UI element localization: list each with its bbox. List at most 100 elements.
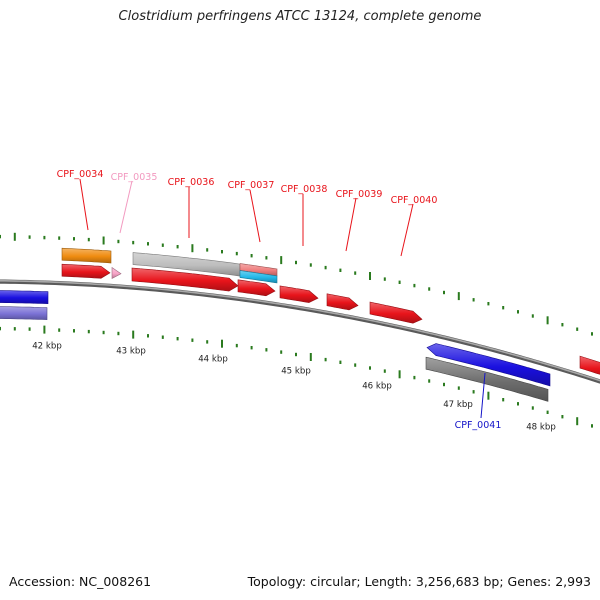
gene-CPF_0035 <box>111 266 122 279</box>
outer-minor-tick <box>176 245 179 249</box>
outer-minor-tick <box>161 243 164 247</box>
inner-minor-tick <box>161 335 164 339</box>
kbp-label: 42 kbp <box>32 342 62 352</box>
outer-minor-tick <box>309 263 312 267</box>
inner-minor-tick <box>354 363 357 367</box>
kbp-label: 43 kbp <box>116 346 146 356</box>
outer-minor-tick <box>132 240 135 245</box>
gene-CPF_0036 <box>131 267 239 292</box>
inner-minor-tick <box>531 406 534 410</box>
outer-minor-tick <box>576 327 579 331</box>
inner-minor-tick <box>0 326 1 331</box>
inner-minor-tick <box>250 346 253 350</box>
inner-minor-tick <box>147 334 149 338</box>
outer-minor-tick <box>487 302 490 306</box>
accession-label: Accession: NC_008261 <box>9 574 152 589</box>
cog-cyan <box>239 270 278 284</box>
inner-minor-tick <box>295 352 297 357</box>
gene-CPF_0040 <box>369 301 423 324</box>
kbp-label: 46 kbp <box>362 382 392 392</box>
outer-minor-tick <box>147 242 149 246</box>
outer-minor-tick <box>0 234 1 239</box>
outer-minor-tick <box>250 254 253 258</box>
outer-major-tick <box>280 256 283 265</box>
gene-label-CPF_0040: CPF_0040 <box>391 195 438 206</box>
outer-minor-tick <box>428 287 431 291</box>
cog-darkgray <box>425 356 549 402</box>
outer-minor-tick <box>235 251 238 256</box>
genome-summary: Topology: circular; Length: 3,256,683 bp… <box>247 574 591 589</box>
inner-major-tick <box>576 417 579 426</box>
inner-minor-tick <box>117 331 120 336</box>
outer-minor-tick <box>221 250 223 254</box>
cog-lavender <box>0 306 48 321</box>
kbp-label: 45 kbp <box>281 367 311 377</box>
leader-line-CPF_0040 <box>400 203 414 257</box>
outer-minor-tick <box>502 306 505 310</box>
outer-minor-tick <box>472 298 475 302</box>
outer-major-tick <box>191 244 194 253</box>
inner-minor-tick <box>339 360 342 364</box>
inner-minor-tick <box>369 366 371 370</box>
gene-CPF_0034 <box>61 263 111 279</box>
inner-minor-tick <box>87 329 90 334</box>
map-title: Clostridium perfringens ATCC 13124, comp… <box>118 9 482 24</box>
outer-major-tick <box>546 316 549 325</box>
gene-label-CPF_0035: CPF_0035 <box>111 172 158 183</box>
outer-minor-tick <box>87 237 90 242</box>
outer-minor-tick <box>443 290 445 295</box>
inner-minor-tick <box>280 350 283 354</box>
inner-minor-tick <box>546 410 549 414</box>
leader-line-CPF_0035 <box>119 180 133 234</box>
inner-minor-tick <box>383 369 386 373</box>
gene-CPF_0038 <box>279 285 319 303</box>
outer-minor-tick <box>43 235 46 240</box>
gene-label-CPF_0038: CPF_0038 <box>281 184 328 195</box>
gene-CPF_0037 <box>237 279 276 297</box>
gene-CPF_0041 <box>426 343 551 387</box>
outer-minor-tick <box>398 280 401 284</box>
outer-minor-tick <box>265 256 268 260</box>
inner-minor-tick <box>176 337 179 341</box>
inner-minor-tick <box>324 357 327 362</box>
inner-minor-tick <box>443 382 445 387</box>
gene-label-CPF_0041: CPF_0041 <box>455 420 502 431</box>
outer-minor-tick <box>324 265 327 270</box>
outer-minor-tick <box>28 235 31 239</box>
inner-minor-tick <box>58 328 61 332</box>
gene-offscreen-right <box>579 355 600 375</box>
outer-minor-tick <box>117 239 120 244</box>
kbp-label: 44 kbp <box>198 355 228 365</box>
inner-major-tick <box>43 325 46 334</box>
inner-major-tick <box>132 330 135 339</box>
outer-minor-tick <box>591 332 593 336</box>
inner-major-tick <box>221 339 223 348</box>
cog-orange <box>61 247 112 264</box>
outer-minor-tick <box>73 237 75 241</box>
outer-minor-tick <box>58 236 61 240</box>
inner-minor-tick <box>206 340 209 344</box>
inner-minor-tick <box>413 375 416 380</box>
gene-label-CPF_0034: CPF_0034 <box>57 169 104 180</box>
inner-major-tick <box>487 391 490 400</box>
inner-major-tick <box>309 353 312 361</box>
outer-minor-tick <box>561 323 564 327</box>
inner-minor-tick <box>28 327 31 331</box>
kbp-label: 47 kbp <box>443 400 473 410</box>
genome-backbone-highlight <box>0 279 600 382</box>
gene-label-CPF_0037: CPF_0037 <box>228 180 275 191</box>
gene-label-CPF_0039: CPF_0039 <box>336 189 383 200</box>
inner-major-tick <box>398 370 401 379</box>
outer-minor-tick <box>383 277 386 281</box>
outer-minor-tick <box>295 260 297 265</box>
inner-minor-tick <box>591 424 593 428</box>
outer-minor-tick <box>206 248 209 252</box>
inner-minor-tick <box>472 390 475 394</box>
gene-label-CPF_0036: CPF_0036 <box>168 177 215 188</box>
inner-minor-tick <box>191 338 194 342</box>
inner-minor-tick <box>13 327 16 331</box>
outer-major-tick <box>457 292 460 301</box>
gene-CPF_0039 <box>326 293 359 311</box>
